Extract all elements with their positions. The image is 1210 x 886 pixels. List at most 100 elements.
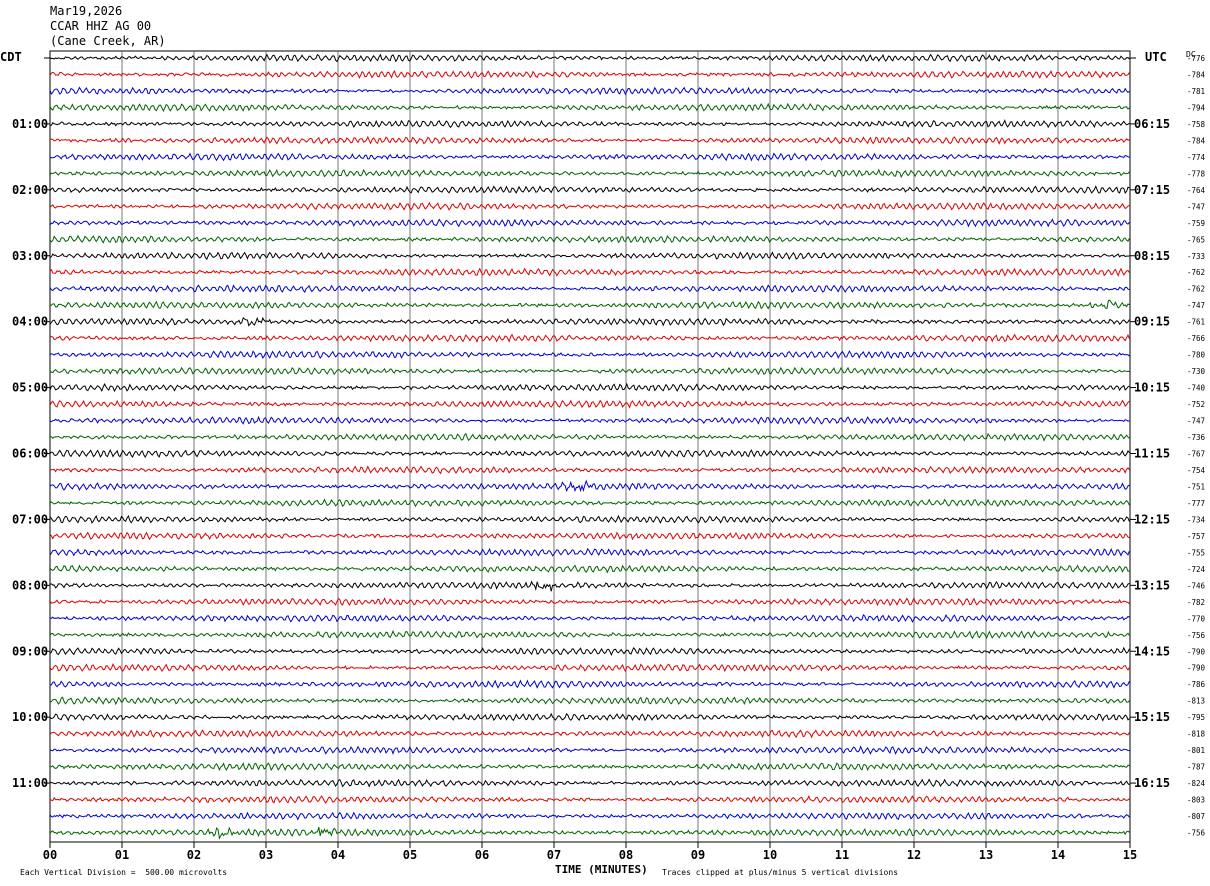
- trace-line: [49, 267, 1130, 277]
- trace-line: [49, 613, 1130, 623]
- dc-offset-label: -759: [1187, 219, 1205, 228]
- trace-line: [49, 350, 1130, 360]
- trace-line: [49, 316, 1130, 327]
- right-hour-label: 06:15: [1134, 117, 1170, 131]
- left-hour-label: 10:00: [12, 710, 48, 724]
- trace-line: [49, 580, 1130, 592]
- trace-line: [49, 201, 1130, 211]
- dc-offset-label: -784: [1187, 70, 1206, 79]
- dc-offset-label: -754: [1187, 466, 1206, 475]
- dc-offset-label: -746: [1187, 581, 1206, 590]
- trace-line: [49, 53, 1130, 63]
- dc-offset-label: -724: [1187, 565, 1206, 574]
- x-tick-label: 00: [43, 848, 57, 862]
- dc-offset-label: -782: [1187, 598, 1205, 607]
- dc-offset-label: -813: [1187, 697, 1205, 706]
- dc-offset-label: -756: [1187, 829, 1206, 838]
- trace-line: [49, 712, 1130, 722]
- trace-line: [49, 449, 1130, 458]
- left-hour-label: 07:00: [12, 512, 48, 526]
- trace-line: [49, 498, 1130, 508]
- trace-line: [49, 333, 1130, 344]
- dc-offset-label: -786: [1187, 680, 1206, 689]
- trace-line: [49, 168, 1130, 179]
- x-tick-label: 04: [331, 848, 345, 862]
- left-hour-label: 09:00: [12, 644, 48, 658]
- trace-line: [49, 432, 1130, 442]
- right-hour-label: 10:15: [1134, 381, 1170, 395]
- dc-offset-label: -765: [1187, 235, 1205, 244]
- dc-offset-label: -776: [1187, 54, 1206, 63]
- dc-offset-label: -801: [1187, 746, 1205, 755]
- dc-offset-label: -733: [1187, 252, 1205, 261]
- dc-offset-label: -747: [1187, 417, 1205, 426]
- left-hour-label: 01:00: [12, 117, 48, 131]
- trace-line: [49, 811, 1130, 821]
- x-tick-label: 08: [619, 848, 633, 862]
- dc-offset-label: -767: [1187, 450, 1205, 459]
- dc-offset-label: -778: [1187, 169, 1206, 178]
- left-hour-label: 03:00: [12, 249, 48, 263]
- scale-note: Each Vertical Division = 500.00 microvol…: [20, 868, 228, 877]
- trace-line: [49, 284, 1130, 294]
- left-hour-label: 04:00: [12, 315, 48, 329]
- dc-offset-label: -751: [1187, 482, 1205, 491]
- trace-line: [49, 596, 1130, 607]
- right-hour-label: 13:15: [1134, 578, 1170, 592]
- trace-line: [49, 135, 1130, 145]
- x-tick-label: 05: [403, 848, 417, 862]
- trace-line: [49, 564, 1130, 574]
- right-hour-label: 16:15: [1134, 776, 1170, 790]
- date-label: Mar19,2026: [50, 4, 123, 18]
- plot-frame: [49, 50, 1131, 843]
- dc-offset-label: -790: [1187, 647, 1206, 656]
- dc-offset-label: -757: [1187, 532, 1205, 541]
- trace-line: [49, 415, 1130, 426]
- x-tick-label: 03: [259, 848, 273, 862]
- trace-line: [49, 547, 1130, 557]
- right-hour-label: 11:15: [1134, 447, 1170, 461]
- dc-offset-label: -762: [1187, 268, 1205, 277]
- location-label: (Cane Creek, AR): [50, 34, 166, 48]
- trace-line: [49, 234, 1130, 244]
- trace-line: [49, 514, 1130, 525]
- x-axis-title: TIME (MINUTES): [555, 863, 648, 876]
- x-tick-label: 14: [1051, 848, 1065, 862]
- dc-offset-label: -781: [1187, 87, 1205, 96]
- dc-offset-label: -766: [1187, 334, 1206, 343]
- dc-offset-label: -780: [1187, 351, 1206, 360]
- trace-line: [49, 119, 1130, 129]
- x-tick-label: 15: [1123, 848, 1137, 862]
- trace-line: [49, 465, 1130, 475]
- dc-offset-label: -787: [1187, 763, 1205, 772]
- dc-offset-label: -752: [1187, 400, 1205, 409]
- dc-offset-label: -790: [1187, 664, 1206, 673]
- dc-offset-label: -740: [1187, 384, 1206, 393]
- dc-offset-label: -803: [1187, 796, 1205, 805]
- trace-line: [49, 382, 1130, 393]
- trace-line: [49, 479, 1130, 493]
- x-tick-label: 12: [907, 848, 921, 862]
- x-tick-label: 06: [475, 848, 489, 862]
- dc-offset-label: -777: [1187, 499, 1205, 508]
- x-tick-label: 01: [115, 848, 129, 862]
- x-tick-label: 07: [547, 848, 561, 862]
- dc-offset-label: -770: [1187, 614, 1206, 623]
- dc-offset-label: -734: [1187, 515, 1206, 524]
- x-tick-label: 09: [691, 848, 705, 862]
- right-hour-label: 08:15: [1134, 249, 1170, 263]
- dc-offset-label: -756: [1187, 631, 1206, 640]
- trace-line: [49, 218, 1130, 228]
- left-hour-label: 08:00: [12, 578, 48, 592]
- dc-offset-label: -762: [1187, 285, 1205, 294]
- left-hour-label: 05:00: [12, 381, 48, 395]
- dc-offset-label: -758: [1187, 120, 1206, 129]
- trace-line: [49, 251, 1130, 261]
- clip-note: Traces clipped at plus/minus 5 vertical …: [662, 868, 899, 877]
- right-hour-label: 12:15: [1134, 512, 1170, 526]
- dc-offset-label: -755: [1187, 548, 1205, 557]
- trace-line: [49, 795, 1130, 804]
- right-hour-label: 09:15: [1134, 315, 1170, 329]
- trace-line: [49, 69, 1130, 79]
- dc-offset-label: -761: [1187, 318, 1205, 327]
